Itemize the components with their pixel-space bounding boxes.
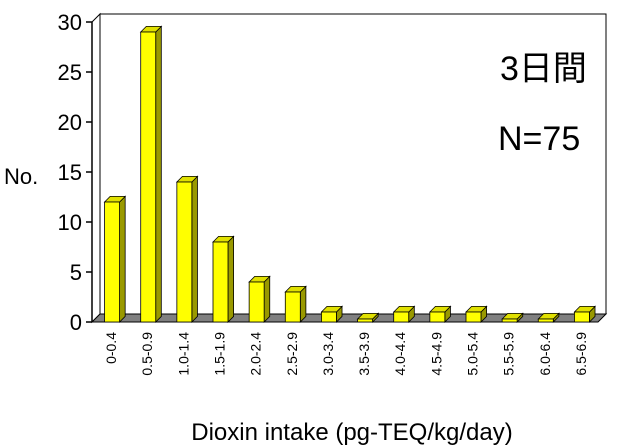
bar xyxy=(465,311,482,323)
bar xyxy=(574,311,590,323)
bar xyxy=(537,318,554,323)
x-tick-label: 2.0-2.4 xyxy=(248,332,264,376)
bar-side xyxy=(263,275,271,323)
x-tick-label: 5.0-5.4 xyxy=(465,332,481,376)
y-tick-label: 20 xyxy=(58,110,82,135)
bar xyxy=(104,201,120,323)
bar xyxy=(176,181,193,323)
annotation-n: N=75 xyxy=(498,120,580,158)
bars-group xyxy=(103,25,596,323)
bar-side xyxy=(227,235,235,323)
side-wall xyxy=(91,12,101,324)
bar-side xyxy=(155,25,162,323)
y-axis-label: No. xyxy=(4,164,38,189)
y-tick-label: 15 xyxy=(58,160,82,185)
bar xyxy=(393,311,410,323)
x-axis-label: Dioxin intake (pg-TEQ/kg/day) xyxy=(191,419,512,446)
y-tick-label: 30 xyxy=(58,10,82,35)
bar-side xyxy=(191,175,198,323)
y-tick-label: 25 xyxy=(58,60,82,85)
x-tick-label: 4.5-4.9 xyxy=(428,332,444,376)
y-tick-label: 10 xyxy=(58,210,82,235)
x-tick-label: 3.5-3.9 xyxy=(356,332,372,376)
bar xyxy=(357,318,373,323)
bar xyxy=(429,311,446,323)
x-tick-label: 2.5-2.9 xyxy=(284,332,300,376)
annotation-days: 3日間 xyxy=(500,50,587,88)
y-tick-label: 5 xyxy=(70,260,82,285)
bar-side xyxy=(119,195,126,323)
x-tick-label: 0.5-0.9 xyxy=(139,332,155,376)
bar xyxy=(321,311,337,323)
x-tick-label: 6.5-6.9 xyxy=(573,332,589,376)
x-axis-ticks: 0-0.4 0.5-0.9 1.0-1.4 1.5-1.9 2.0-2.4 2.5-2.9… xyxy=(103,332,589,376)
bar xyxy=(140,31,157,323)
x-tick-label: 5.5-5.9 xyxy=(501,332,517,376)
bar xyxy=(248,281,265,323)
bar xyxy=(284,291,301,323)
x-tick-label: 0-0.4 xyxy=(103,332,119,364)
x-tick-label: 6.0-6.4 xyxy=(537,332,553,376)
x-tick-label: 3.0-3.4 xyxy=(320,332,336,376)
floor xyxy=(90,313,608,323)
y-tick-label: 0 xyxy=(70,310,82,335)
bar xyxy=(212,241,229,323)
x-tick-label: 1.0-1.4 xyxy=(175,332,191,376)
x-tick-label: 1.5-1.9 xyxy=(212,332,228,376)
x-tick-label: 4.0-4.4 xyxy=(392,332,408,376)
y-axis-ticks: 0 5 10 15 20 25 30 xyxy=(58,10,92,335)
bar-side xyxy=(299,285,307,323)
bar xyxy=(501,318,518,323)
